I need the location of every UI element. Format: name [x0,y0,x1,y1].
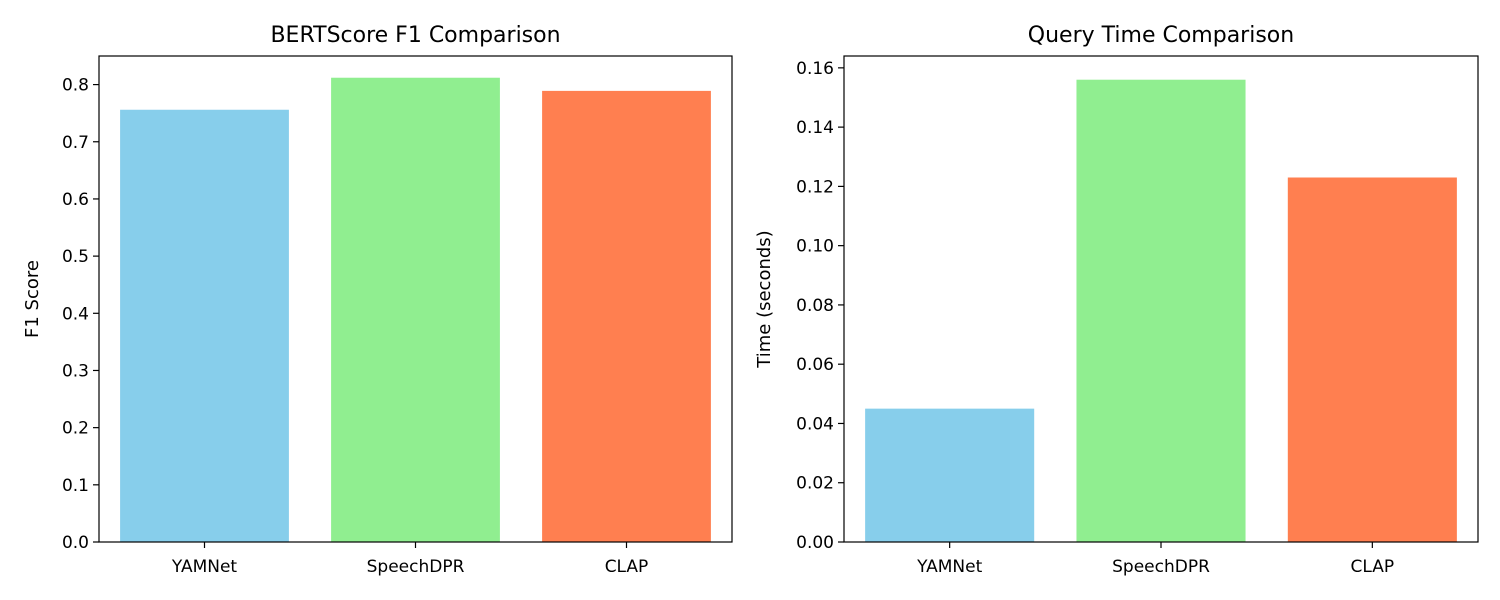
x-tick-label: SpeechDPR [367,557,465,577]
query-time-chart: 0.00 0.02 0.04 0.06 0.08 0.10 0.12 0.14 0.16 YAMN… [754,23,1479,577]
bar-clap [542,90,711,542]
y-tick-label: 0.16 [796,59,834,79]
f1-score-chart: 0.0 0.1 0.2 0.3 0.4 0.5 0.6 0.7 0.8 YAMNet SpeechD… [22,23,733,577]
y-tick-label: 0.6 [62,190,89,210]
bar-yamnet [865,408,1035,542]
bar-clap [1287,177,1457,542]
bar-yamnet [120,109,289,542]
y-tick-label: 0.5 [62,247,89,267]
y-tick-label: 0.14 [796,118,834,138]
y-tick-label: 0.06 [796,355,834,375]
chart-title: BERTScore F1 Comparison [270,23,560,48]
y-axis-label: Time (seconds) [754,230,775,368]
y-tick-label: 0.12 [796,177,834,197]
y-tick-label: 0.2 [62,419,89,439]
x-tick-label: YAMNet [916,557,983,577]
x-tick-label: SpeechDPR [1112,557,1210,577]
bar-speechdpr [331,77,500,542]
y-tick-label: 0.1 [62,476,89,496]
x-tick-label: YAMNet [171,557,238,577]
y-tick-label: 0.7 [62,133,89,153]
y-tick-label: 0.10 [796,237,834,257]
y-tick-label: 0.08 [796,296,834,316]
y-tick-label: 0.8 [62,76,89,96]
y-tick-label: 0.02 [796,474,834,494]
bar-speechdpr [1076,79,1246,543]
chart-title: Query Time Comparison [1028,23,1294,48]
y-axis-label: F1 Score [22,260,43,338]
y-tick-label: 0.3 [62,361,89,381]
y-tick-label: 0.0 [62,533,89,553]
y-tick-label: 0.00 [796,533,834,553]
x-tick-label: CLAP [605,557,649,577]
y-tick-label: 0.4 [62,304,89,324]
x-tick-label: CLAP [1351,557,1395,577]
y-tick-label: 0.04 [796,414,834,434]
